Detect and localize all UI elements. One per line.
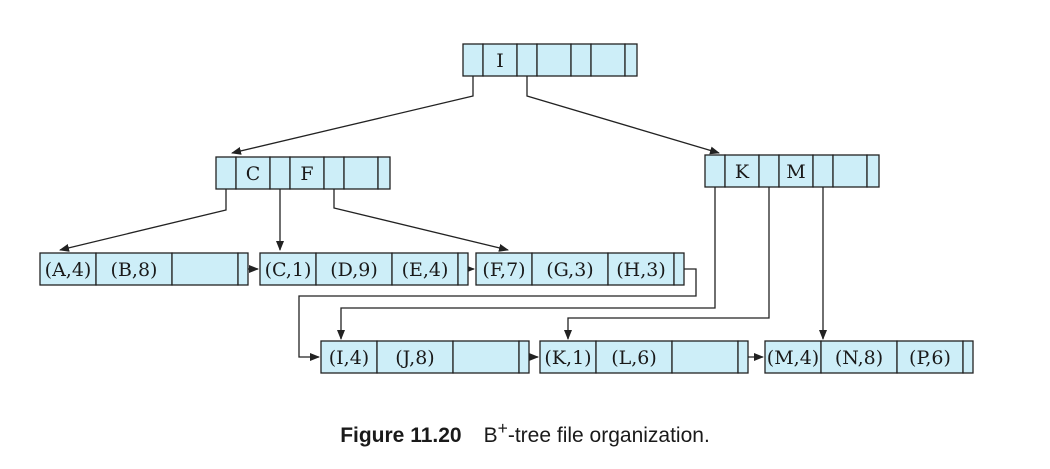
record-cell: [531, 252, 609, 286]
record-cell: [315, 252, 393, 286]
next-pointer-cell: [962, 340, 974, 374]
caption-superscript: +: [497, 418, 508, 438]
leaf-node-4: (I,4) (J,8): [320, 340, 530, 374]
caption-label: Figure 11.20: [340, 424, 462, 447]
edge-cf-to-leaf1: [59, 173, 227, 252]
pointer-arrows: [59, 60, 827, 361]
record-label: (H,3): [616, 259, 666, 281]
record-label: (L,6): [611, 347, 657, 369]
bplus-tree-diagram: IC F K M(A,4) (B,8) (C,1) (D,9) (E,4) (F,7) (G,3)…: [39, 43, 974, 374]
pointer-cell: [570, 43, 592, 77]
tree-nodes: IC F K M(A,4) (B,8) (C,1) (D,9) (E,4) (F,7) (G,3)…: [39, 43, 974, 374]
leaf-node-6: (M,4) (N,8) (P,6): [764, 340, 974, 374]
pointer-cell: [269, 156, 291, 190]
record-label: (P,6): [909, 347, 951, 369]
record-label: (F,7): [482, 259, 525, 281]
record-cell: [820, 340, 898, 374]
edge-root-to-cf: [231, 60, 474, 155]
record-cell: [671, 340, 739, 374]
edge-km-to-leaf4: [337, 171, 716, 340]
pointer-cell: [758, 154, 780, 188]
key-label: C: [246, 163, 261, 185]
record-label: (C,1): [265, 259, 312, 281]
record-cell: [376, 340, 454, 374]
record-label: (A,4): [45, 259, 92, 281]
key-cell: [235, 156, 271, 190]
next-pointer-cell: [518, 340, 530, 374]
record-label: (G,3): [546, 259, 593, 281]
record-label: (K,1): [544, 347, 591, 369]
pointer-cell: [215, 156, 237, 190]
leaf-node-1: (A,4) (B,8): [39, 252, 249, 286]
record-label: (I,4): [329, 347, 369, 369]
record-label: (N,8): [835, 347, 883, 369]
record-cell: [896, 340, 964, 374]
next-pointer-cell: [737, 340, 749, 374]
record-cell: [607, 252, 675, 286]
next-pointer-cell: [673, 252, 685, 286]
key-label: K: [735, 161, 750, 183]
record-cell: [595, 340, 673, 374]
record-cell: [475, 252, 533, 286]
record-label: (M,4): [767, 347, 819, 369]
pointer-cell: [377, 156, 391, 190]
pointer-cell: [704, 154, 726, 188]
record-cell: [539, 340, 597, 374]
record-cell: [764, 340, 822, 374]
pointer-cell: [516, 43, 538, 77]
key-cell: [724, 154, 760, 188]
record-cell: [452, 340, 520, 374]
record-cell: [171, 252, 239, 286]
key-cell: [536, 43, 572, 77]
leaf-node-5: (K,1) (L,6): [539, 340, 749, 374]
key-label: I: [496, 50, 504, 72]
key-cell: [343, 156, 379, 190]
edge-leaf3-to-leaf4: [298, 268, 697, 361]
leaf-node-2: (C,1) (D,9) (E,4): [259, 252, 469, 286]
pointer-cell: [812, 154, 834, 188]
caption-text-prefix: B: [483, 424, 498, 447]
pointer-cell: [624, 43, 638, 77]
record-cell: [320, 340, 378, 374]
key-cell: [832, 154, 868, 188]
pointer-cell: [323, 156, 345, 190]
key-label: F: [300, 163, 313, 185]
pointer-cell: [462, 43, 484, 77]
figure-caption: Figure 11.20 B+-tree file organization.: [0, 418, 1050, 448]
key-cell: [590, 43, 626, 77]
caption-text-suffix: -tree file organization.: [507, 424, 710, 447]
edge-km-to-leaf5: [564, 171, 770, 340]
pointer-cell: [866, 154, 880, 188]
leaf-node-3: (F,7) (G,3) (H,3): [475, 252, 685, 286]
key-cell: [482, 43, 518, 77]
record-cell: [39, 252, 97, 286]
next-pointer-cell: [457, 252, 469, 286]
root-node: I: [462, 43, 638, 77]
record-label: (E,4): [402, 259, 449, 281]
key-cell: [778, 154, 814, 188]
record-label: (J,8): [395, 347, 434, 369]
record-cell: [95, 252, 173, 286]
record-label: (B,8): [111, 259, 158, 281]
key-label: M: [786, 161, 805, 183]
record-label: (D,9): [330, 259, 378, 281]
next-pointer-cell: [237, 252, 249, 286]
